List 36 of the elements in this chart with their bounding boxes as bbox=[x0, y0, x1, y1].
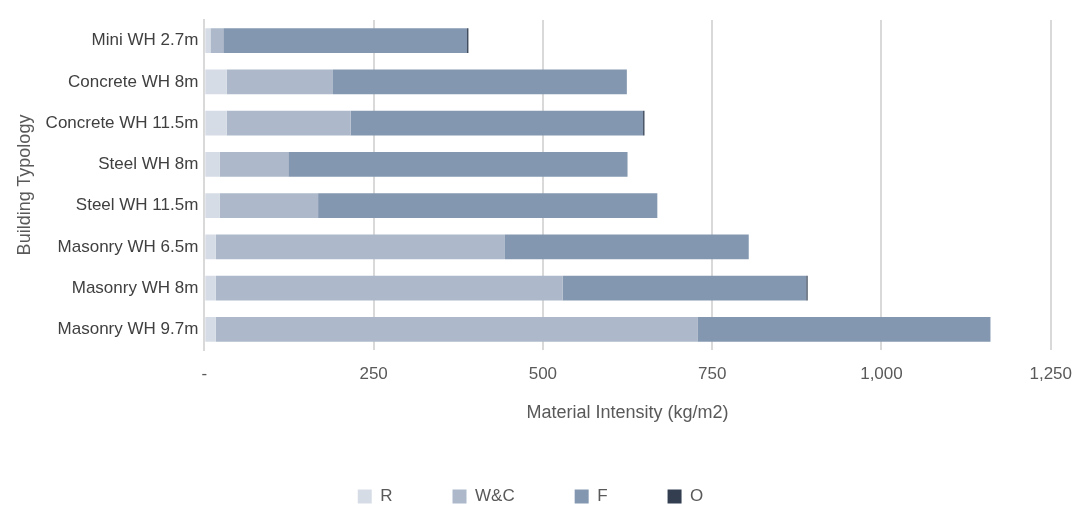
bar bbox=[504, 234, 749, 260]
bar bbox=[215, 317, 698, 342]
legend-label: W&C bbox=[475, 486, 515, 506]
legend-label: F bbox=[597, 486, 608, 506]
y-tick-label: Steel WH 8m bbox=[98, 154, 199, 174]
bar bbox=[210, 28, 224, 53]
y-tick-label: Masonry WH 6.5m bbox=[57, 236, 199, 256]
y-tick-label: Masonry WH 9.7m bbox=[57, 319, 199, 339]
bar bbox=[350, 110, 644, 136]
y-axis-title: Building Typology bbox=[13, 114, 34, 256]
bar bbox=[332, 69, 627, 95]
legend-label: R bbox=[380, 486, 393, 506]
bar bbox=[697, 317, 991, 342]
y-tick-label: Concrete WH 11.5m bbox=[45, 112, 199, 132]
x-tick-label: - bbox=[201, 363, 208, 383]
bar bbox=[215, 234, 505, 260]
bar bbox=[318, 193, 658, 218]
x-tick-label: 250 bbox=[359, 363, 388, 383]
bar bbox=[562, 275, 807, 301]
bar bbox=[288, 152, 628, 177]
x-tick-label: 750 bbox=[697, 363, 727, 383]
y-tick-label: Masonry WH 8m bbox=[71, 277, 199, 297]
y-tick-label: Steel WH 11.5m bbox=[75, 195, 199, 215]
x-tick-label: 1,000 bbox=[860, 363, 903, 383]
bar bbox=[215, 275, 563, 301]
bar bbox=[226, 110, 351, 136]
bar bbox=[219, 152, 289, 177]
y-tick-label: Mini WH 2.7m bbox=[91, 30, 199, 50]
bar bbox=[219, 193, 319, 218]
y-tick-label: Concrete WH 8m bbox=[67, 71, 199, 91]
bar bbox=[226, 69, 333, 95]
x-axis-title: Material Intensity (kg/m2) bbox=[526, 402, 729, 423]
legend-label: O bbox=[690, 486, 704, 506]
x-tick-label: 1,250 bbox=[1029, 363, 1072, 383]
x-tick-label: 500 bbox=[528, 363, 558, 383]
bar bbox=[223, 28, 468, 53]
